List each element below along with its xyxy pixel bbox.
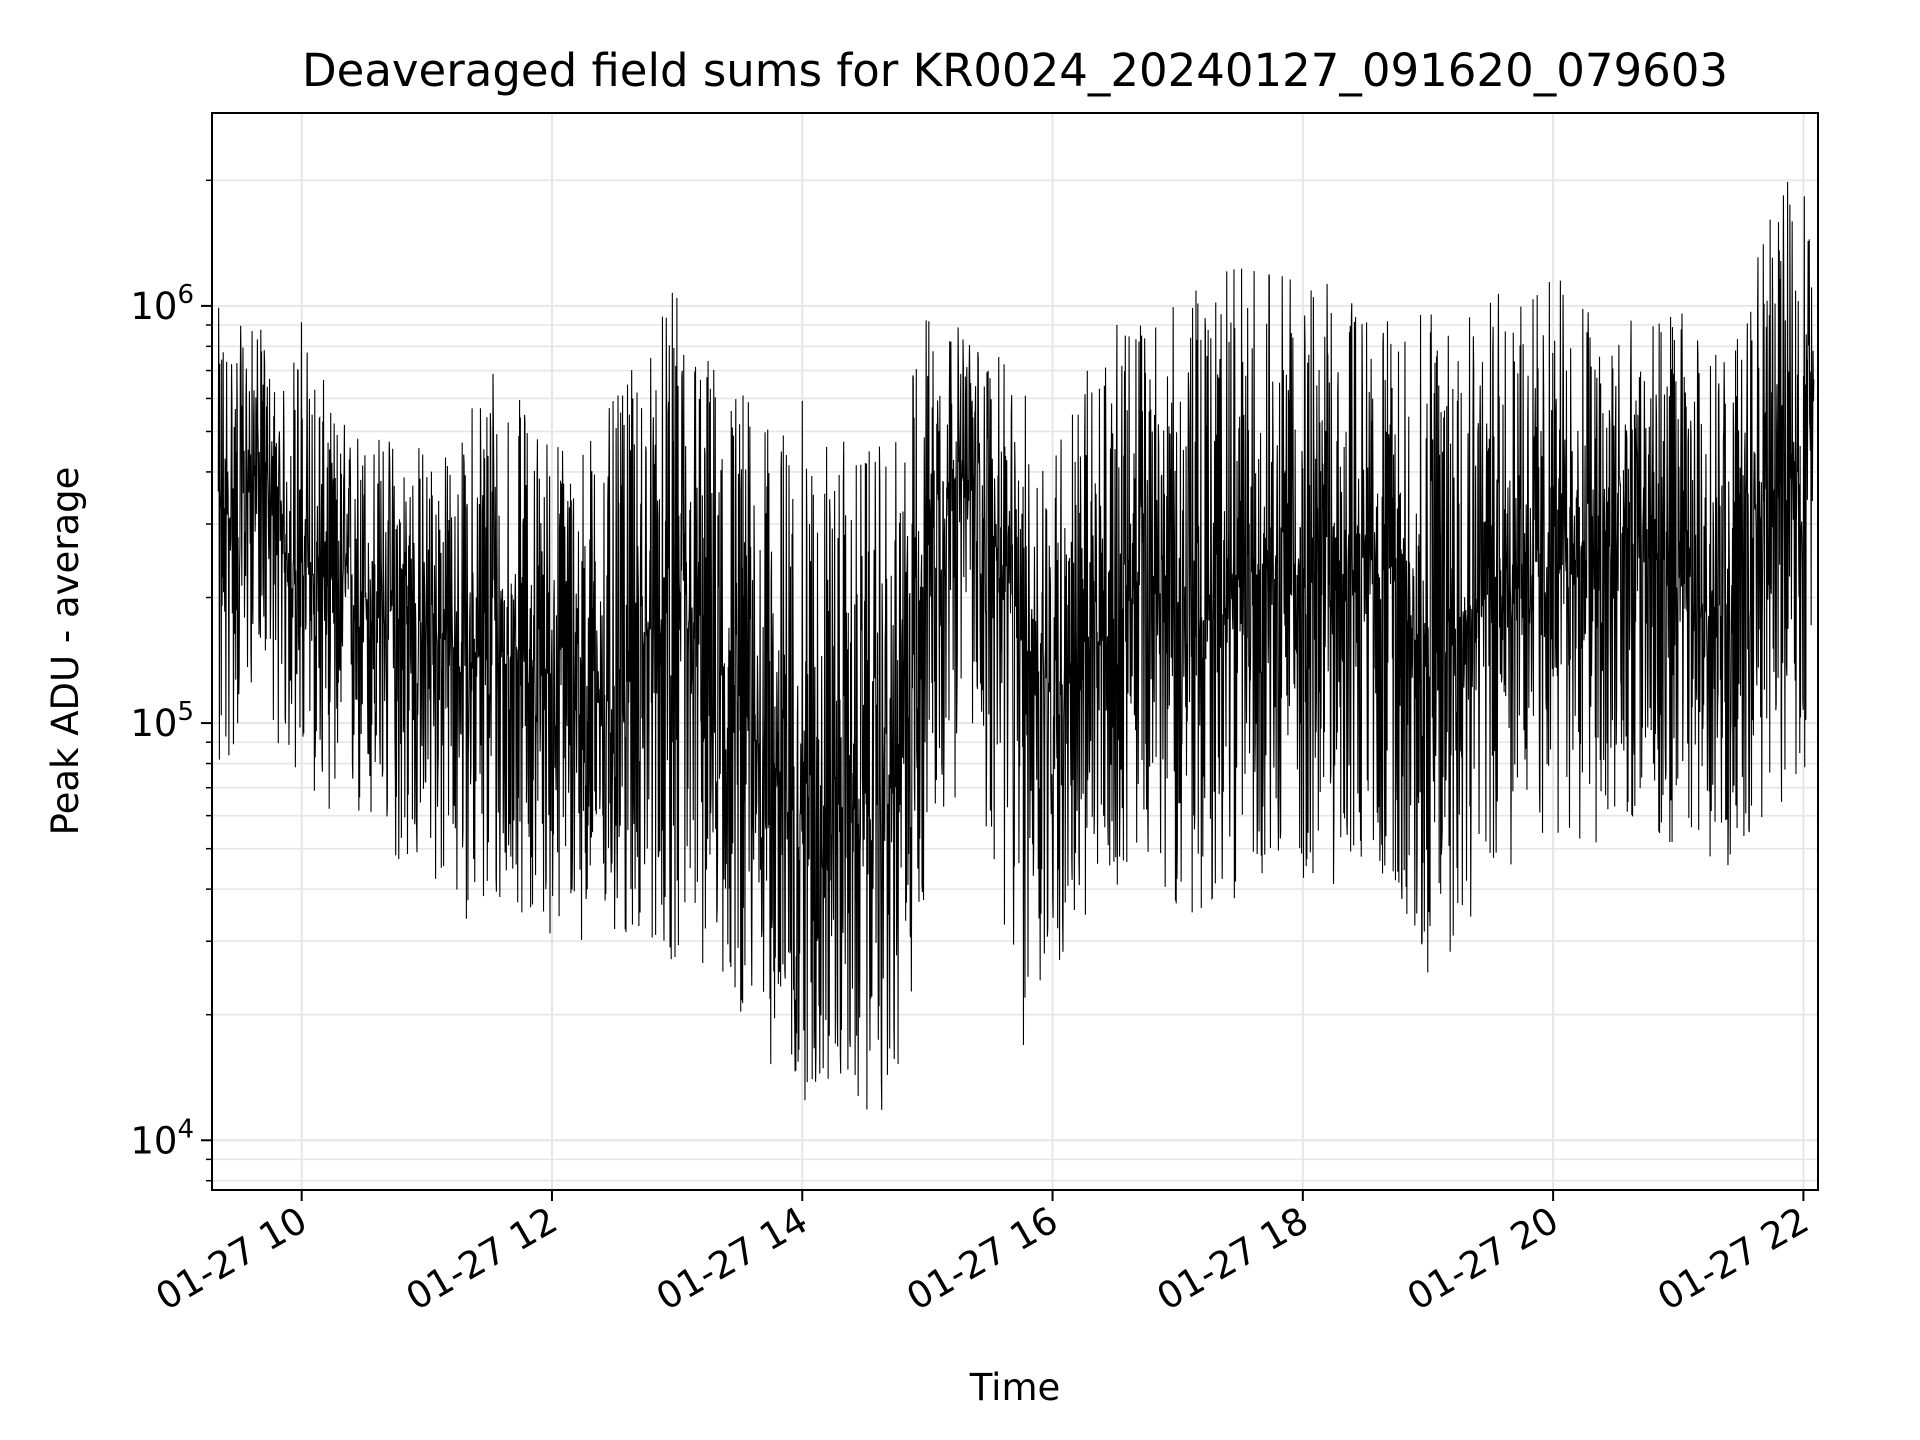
x-axis-label: Time xyxy=(969,1366,1061,1409)
y-tick-label: 104 xyxy=(130,1114,194,1162)
y-tick-label: 106 xyxy=(130,280,194,328)
y-axis-ticks: 104 105 106 xyxy=(130,179,212,1182)
series-line-group xyxy=(217,181,1815,1110)
y-axis-label: Peak ADU - average xyxy=(44,467,87,836)
series-line xyxy=(217,181,1815,1110)
plot-frame xyxy=(211,112,1819,1191)
y-tick-label: 105 xyxy=(130,697,194,745)
chart-title: Deaveraged field sums for KR0024_2024012… xyxy=(302,44,1728,97)
